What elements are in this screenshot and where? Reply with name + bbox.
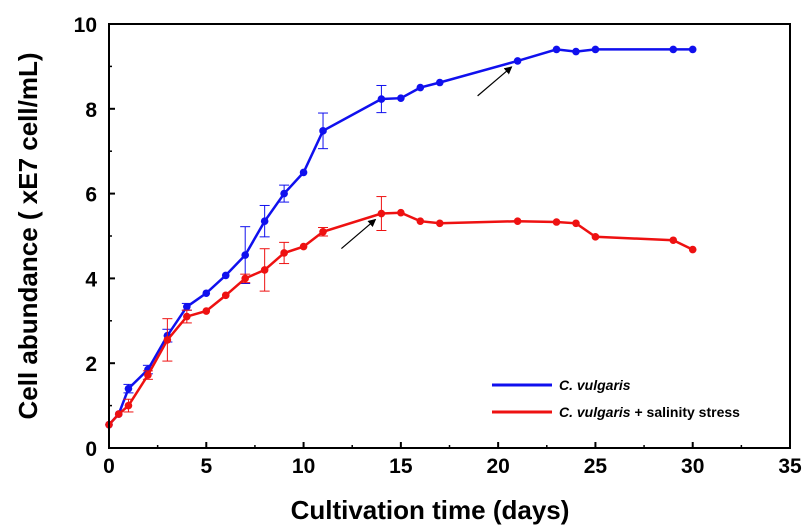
annotation-arrow [341,218,377,249]
data-point [669,45,678,54]
data-point [183,303,191,311]
data-point [572,47,580,56]
data-point [319,227,327,236]
x-tick-label: 15 [389,455,413,478]
data-point [124,384,133,393]
data-point [202,289,211,298]
data-point [416,83,425,92]
data-point [124,401,133,410]
y-tick-label: 6 [85,184,97,207]
data-point [241,251,249,259]
data-point [221,271,230,280]
x-tick-label: 20 [486,455,509,478]
data-point [280,249,288,257]
x-axis-title: Cultivation time (days) [291,495,570,525]
data-point [202,307,211,315]
data-point [591,233,600,241]
data-point [241,274,249,283]
data-point [221,291,230,300]
y-tick-label: 0 [85,438,97,461]
data-point [552,45,561,54]
data-point [688,45,697,54]
x-tick-label: 0 [103,455,115,478]
data-point [591,45,600,54]
data-point [377,209,386,218]
y-tick-label: 8 [85,99,97,122]
x-tick-label: 30 [681,455,704,478]
data-point [397,208,405,217]
axes: 0 5 10 15 20 25 30 35 0 2 4 6 8 10 [74,14,802,478]
data-point [435,219,444,228]
data-point [688,245,697,254]
legend-label: C. vulgaris + salinity stress [559,404,740,420]
data-point [552,218,561,226]
legend-species-name: C. vulgaris [559,404,631,420]
series-2 [105,196,697,429]
x-tick-label: 35 [778,455,802,478]
x-tick-label: 10 [292,455,315,478]
y-tick-label: 4 [85,268,97,291]
data-point [280,189,288,198]
data-point [435,78,444,87]
x-tick-label: 25 [584,455,608,478]
plot-area [105,45,697,429]
data-point [260,217,269,225]
y-tick-label: 10 [74,14,97,37]
x-tick-label: 5 [200,455,212,478]
legend-label: C. vulgaris [559,377,631,393]
data-point [163,336,172,344]
data-point [397,94,405,102]
data-point [299,242,308,251]
data-point [416,217,425,225]
data-point [669,236,678,245]
plot-frame [108,23,791,449]
data-point [260,266,269,274]
data-point [513,217,522,225]
y-axis-title: Cell abundance ( xE7 cell/mL) [13,53,43,420]
data-point [144,371,152,379]
data-point [114,410,123,418]
annotation-arrow [477,66,513,97]
legend-treatment: + salinity stress [631,404,741,420]
legend-species-name: C. vulgaris [559,377,631,393]
data-point [572,219,580,228]
data-point [513,57,522,65]
y-tick-label: 2 [85,353,97,376]
data-point [299,168,308,177]
data-point [377,95,386,103]
data-point [183,312,191,321]
data-point [319,127,327,135]
